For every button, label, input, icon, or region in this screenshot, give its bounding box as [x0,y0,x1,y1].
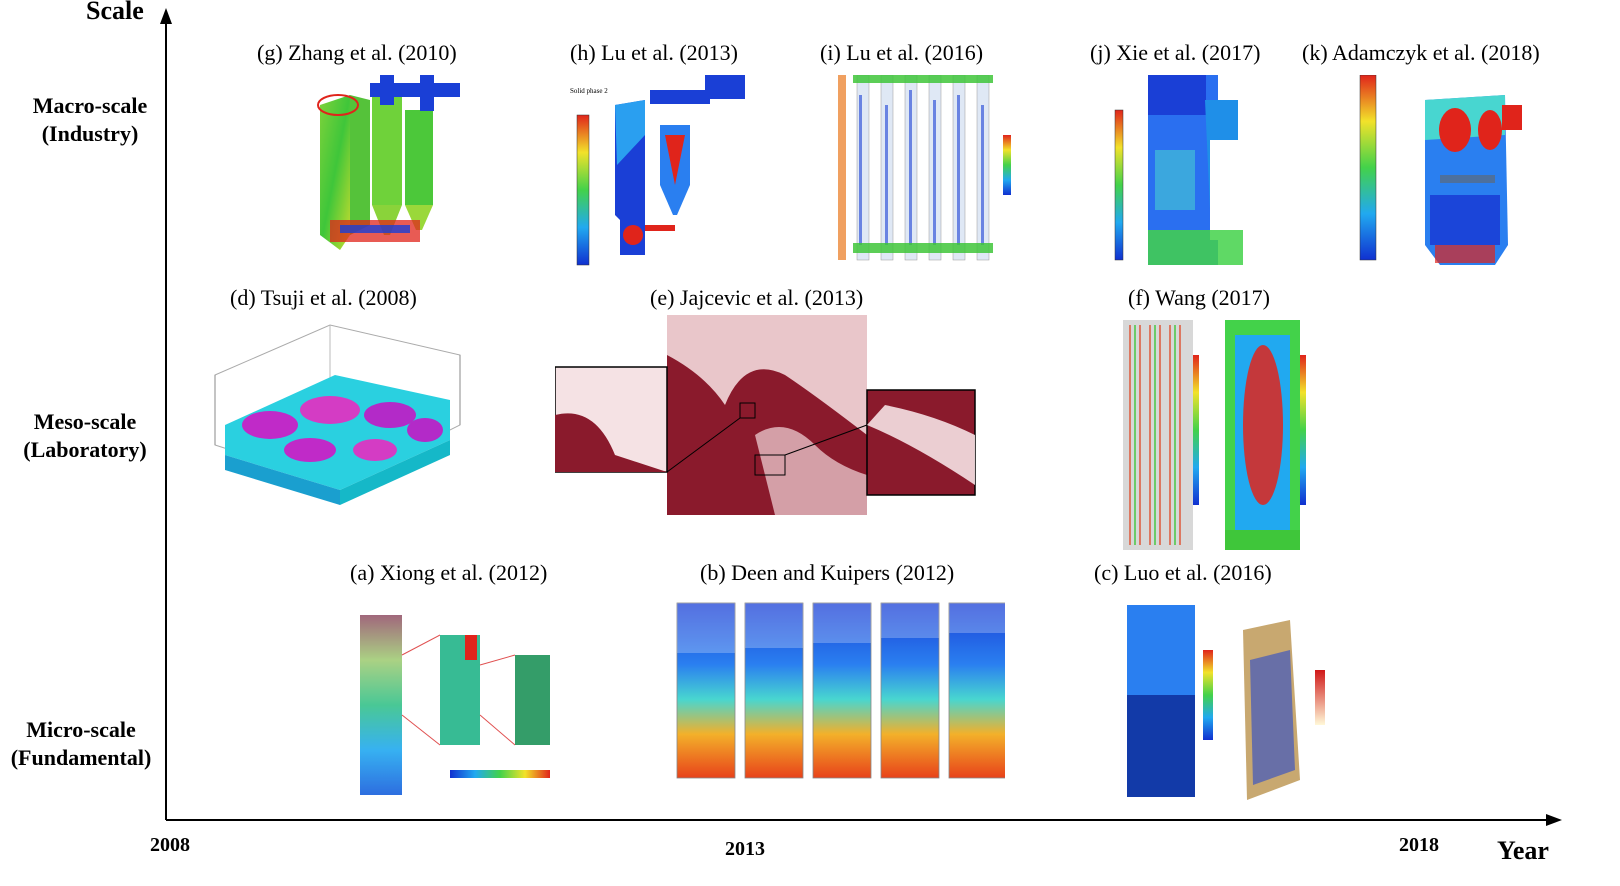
panel-h-title: (h) Lu et al. (2013) [570,40,738,65]
y-axis-arrow [160,8,172,24]
scale-meso-line1: Meso-scale [33,409,137,434]
panel-k-image [1330,75,1530,270]
x-axis-arrow [1546,814,1562,826]
panel-d-image [210,315,475,515]
panel-c-title: (c) Luo et al. (2016) [1094,560,1272,585]
panel-i-title: (i) Lu et al. (2016) [820,40,984,65]
scale-macro-line2: (Industry) [41,121,139,146]
svg-text:Solid phase 2: Solid phase 2 [570,87,608,95]
panel-e-image [555,315,980,520]
panel-g-image [310,75,470,260]
panel-b-image [675,598,1005,798]
scale-meso: Meso-scale (Laboratory) [10,408,160,464]
scale-meso-line2: (Laboratory) [23,437,147,462]
panel-h-image: Solid phase 2 [565,75,765,270]
panel-k-title: (k) Adamczyk et al. (2018) [1302,40,1540,65]
scale-micro: Micro-scale (Fundamental) [2,716,160,772]
panel-j-image [1110,70,1250,270]
scale-micro-line2: (Fundamental) [10,745,152,770]
panel-b-title: (b) Deen and Kuipers (2012) [700,560,955,585]
x-tick-2013: 2013 [725,838,765,860]
panel-i-image [835,75,1025,270]
scale-micro-line1: Micro-scale [26,717,136,742]
scale-macro-line1: Macro-scale [32,93,148,118]
x-tick-2008: 2008 [150,834,190,856]
panel-f-image [1115,315,1335,555]
panel-c-image [1125,600,1355,805]
panel-a-image [355,595,565,800]
panel-d-title: (d) Tsuji et al. (2008) [230,285,417,310]
x-tick-2018: 2018 [1399,834,1439,856]
panel-g-title: (g) Zhang et al. (2010) [257,40,457,65]
panel-e-title: (e) Jajcevic et al. (2013) [650,285,864,310]
scale-macro: Macro-scale (Industry) [20,92,160,148]
panel-j-title: (j) Xie et al. (2017) [1090,40,1261,65]
y-axis-title: Scale [86,0,144,25]
panel-f-title: (f) Wang (2017) [1128,285,1271,310]
x-axis-title: Year [1497,836,1549,865]
panel-a-title: (a) Xiong et al. (2012) [350,560,548,585]
